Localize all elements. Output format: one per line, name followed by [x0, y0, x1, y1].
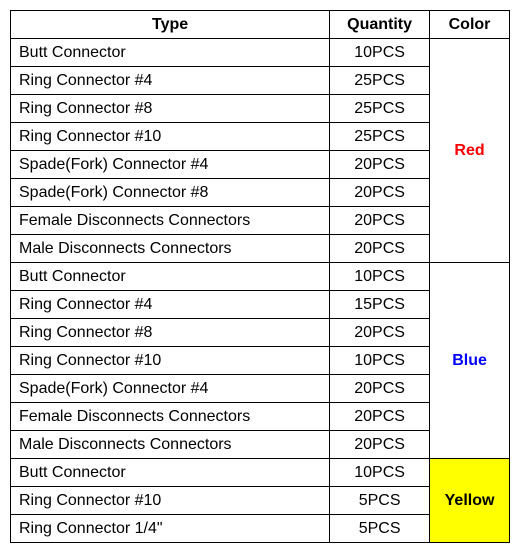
color-cell: Blue: [430, 263, 510, 459]
header-color: Color: [430, 11, 510, 39]
quantity-cell: 25PCS: [330, 67, 430, 95]
quantity-cell: 10PCS: [330, 459, 430, 487]
quantity-cell: 20PCS: [330, 319, 430, 347]
quantity-cell: 15PCS: [330, 291, 430, 319]
type-cell: Female Disconnects Connectors: [11, 207, 330, 235]
quantity-cell: 10PCS: [330, 347, 430, 375]
type-cell: Spade(Fork) Connector #4: [11, 151, 330, 179]
quantity-cell: 20PCS: [330, 235, 430, 263]
quantity-cell: 20PCS: [330, 375, 430, 403]
quantity-cell: 20PCS: [330, 179, 430, 207]
type-cell: Ring Connector #4: [11, 291, 330, 319]
color-cell: Yellow: [430, 459, 510, 543]
type-cell: Male Disconnects Connectors: [11, 235, 330, 263]
type-cell: Butt Connector: [11, 459, 330, 487]
type-cell: Male Disconnects Connectors: [11, 431, 330, 459]
color-cell: Red: [430, 39, 510, 263]
quantity-cell: 25PCS: [330, 95, 430, 123]
type-cell: Ring Connector #10: [11, 123, 330, 151]
type-cell: Spade(Fork) Connector #4: [11, 375, 330, 403]
quantity-cell: 10PCS: [330, 263, 430, 291]
quantity-cell: 10PCS: [330, 39, 430, 67]
type-cell: Butt Connector: [11, 263, 330, 291]
table-body: Butt Connector10PCSRedRing Connector #42…: [11, 39, 510, 543]
type-cell: Ring Connector #8: [11, 95, 330, 123]
quantity-cell: 20PCS: [330, 403, 430, 431]
header-type: Type: [11, 11, 330, 39]
type-cell: Female Disconnects Connectors: [11, 403, 330, 431]
table-row: Butt Connector10PCSYellow: [11, 459, 510, 487]
connector-table: Type Quantity Color Butt Connector10PCSR…: [10, 10, 510, 543]
type-cell: Ring Connector #8: [11, 319, 330, 347]
quantity-cell: 25PCS: [330, 123, 430, 151]
quantity-cell: 20PCS: [330, 151, 430, 179]
header-row: Type Quantity Color: [11, 11, 510, 39]
quantity-cell: 20PCS: [330, 431, 430, 459]
quantity-cell: 5PCS: [330, 487, 430, 515]
type-cell: Spade(Fork) Connector #8: [11, 179, 330, 207]
type-cell: Ring Connector #10: [11, 487, 330, 515]
quantity-cell: 5PCS: [330, 515, 430, 543]
type-cell: Ring Connector #10: [11, 347, 330, 375]
header-quantity: Quantity: [330, 11, 430, 39]
quantity-cell: 20PCS: [330, 207, 430, 235]
table-row: Butt Connector10PCSBlue: [11, 263, 510, 291]
type-cell: Ring Connector 1/4": [11, 515, 330, 543]
type-cell: Ring Connector #4: [11, 67, 330, 95]
type-cell: Butt Connector: [11, 39, 330, 67]
table-row: Butt Connector10PCSRed: [11, 39, 510, 67]
